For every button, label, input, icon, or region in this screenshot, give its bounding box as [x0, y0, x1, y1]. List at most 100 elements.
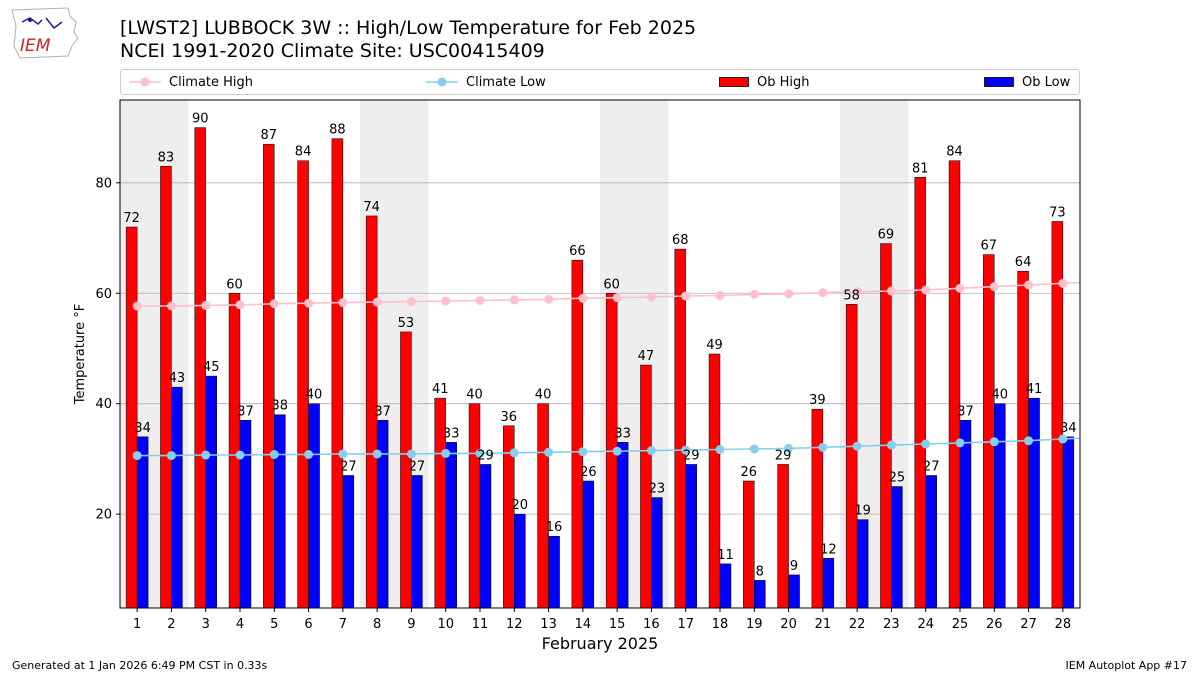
ob-high-bar: [777, 464, 789, 609]
ob-low-bar: [754, 580, 766, 609]
ob-high-value-label: 40: [535, 388, 552, 403]
ob-low-value-label: 25: [889, 471, 906, 486]
ob-high-value-label: 60: [226, 277, 243, 292]
ob-high-value-label: 39: [809, 393, 826, 408]
x-tick-label: 15: [609, 617, 626, 632]
x-axis-label: February 2025: [542, 634, 659, 653]
ob-low-value-label: 37: [957, 404, 974, 419]
climate-low-point: [201, 450, 211, 460]
ob-high-bar: [331, 138, 344, 609]
ob-low-bar: [1062, 436, 1075, 609]
legend-item-ob-high: Ob High: [719, 70, 810, 94]
climate-low-point: [612, 446, 622, 456]
ob-high-bar: [743, 480, 755, 609]
ob-high-value-label: 66: [569, 244, 586, 259]
climate-high-point: [646, 292, 656, 302]
ob-low-value-label: 20: [511, 498, 528, 513]
ob-low-bar: [171, 386, 183, 609]
climate-low-point: [475, 448, 485, 458]
ob-high-bar: [948, 160, 961, 609]
climate-low-point: [1058, 434, 1068, 444]
ob-high-bar: [845, 304, 858, 609]
ob-high-bar: [537, 403, 549, 609]
y-tick-label: 80: [95, 176, 112, 191]
ob-low-bar: [685, 464, 697, 609]
ob-low-value-label: 45: [203, 360, 220, 375]
climate-high-point: [1024, 280, 1034, 290]
climate-high-point: [509, 295, 519, 305]
ob-low-bar: [1028, 397, 1040, 609]
climate-low-point: [715, 445, 725, 455]
climate-high-point: [715, 290, 725, 300]
climate-high-point: [166, 301, 176, 311]
ob-low-bar: [136, 436, 149, 609]
climate-low-point: [818, 442, 828, 452]
legend: Climate High Climate Low Ob High Ob Low: [120, 69, 1080, 95]
ob-high-bar: [228, 293, 241, 609]
climate-high-point: [201, 300, 211, 310]
ob-low-value-label: 29: [683, 448, 700, 463]
ob-low-value-label: 26: [580, 465, 597, 480]
plot-frame: [119, 99, 1081, 609]
ob-high-value-label: 26: [741, 465, 758, 480]
climate-low-point: [544, 447, 554, 457]
climate-low-point: [406, 449, 416, 459]
ob-high-bar: [571, 259, 584, 609]
x-tick-label: 28: [1055, 617, 1072, 632]
climate-high-point: [955, 283, 965, 293]
ob-high-value-label: 29: [775, 448, 792, 463]
chart-title: [LWST2] LUBBOCK 3W :: High/Low Temperatu…: [120, 17, 697, 39]
logo-text: IEM: [20, 36, 51, 56]
x-tick-label: 19: [746, 617, 763, 632]
ob-low-value-label: 38: [271, 399, 288, 414]
ob-high-bar: [160, 166, 172, 609]
ob-low-value-label: 16: [546, 520, 563, 535]
climate-low-point: [784, 443, 794, 453]
x-tick-label: 9: [407, 617, 415, 632]
climate-high-point: [989, 282, 999, 292]
x-tick-label: 10: [437, 617, 454, 632]
x-tick-label: 7: [339, 617, 347, 632]
climate-high-point: [921, 285, 931, 295]
x-tick-label: 11: [472, 617, 489, 632]
y-axis-label: Temperature °F: [73, 304, 88, 405]
ob-low-bar: [411, 475, 423, 609]
climate-high-point: [1058, 278, 1068, 288]
x-tick-label: 17: [677, 617, 694, 632]
ob-low-bar: [548, 535, 560, 609]
x-tick-label: 8: [373, 617, 381, 632]
ob-high-bar: [125, 226, 138, 609]
ob-high-value-label: 83: [158, 150, 175, 165]
ob-low-bar: [239, 420, 252, 609]
climate-low-point: [886, 440, 896, 450]
ob-low-value-label: 9: [790, 559, 798, 574]
x-tick-label: 16: [643, 617, 660, 632]
x-tick-label: 26: [986, 617, 1003, 632]
legend-label-climate-low: Climate Low: [466, 74, 546, 90]
x-tick-label: 13: [540, 617, 557, 632]
ob-low-value-label: 12: [820, 542, 837, 557]
legend-item-climate-low: Climate Low: [426, 70, 546, 94]
ob-high-bar: [811, 408, 824, 609]
ob-low-value-label: 33: [443, 426, 460, 441]
ob-high-bar: [297, 160, 309, 609]
climate-low-point: [749, 444, 759, 454]
climate-high-point: [544, 294, 554, 304]
x-tick-label: 25: [952, 617, 969, 632]
climate-low-point: [955, 438, 965, 448]
ob-high-value-label: 40: [466, 388, 483, 403]
ob-high-value-label: 47: [638, 349, 655, 364]
ob-low-bar: [719, 563, 732, 609]
ob-high-bar: [708, 353, 721, 609]
footer-app-text: IEM Autoplot App #17: [1065, 659, 1188, 672]
climate-high-point: [372, 297, 382, 307]
climate-high-point: [818, 288, 828, 298]
x-tick-label: 21: [815, 617, 832, 632]
ob-low-bar: [445, 442, 457, 609]
ob-high-value-label: 90: [192, 112, 209, 127]
ob-low-bar: [925, 475, 937, 609]
ob-low-value-label: 29: [477, 448, 494, 463]
x-tick-label: 20: [780, 617, 797, 632]
ob-low-bar: [205, 375, 217, 609]
ob-low-value-label: 23: [649, 482, 666, 497]
